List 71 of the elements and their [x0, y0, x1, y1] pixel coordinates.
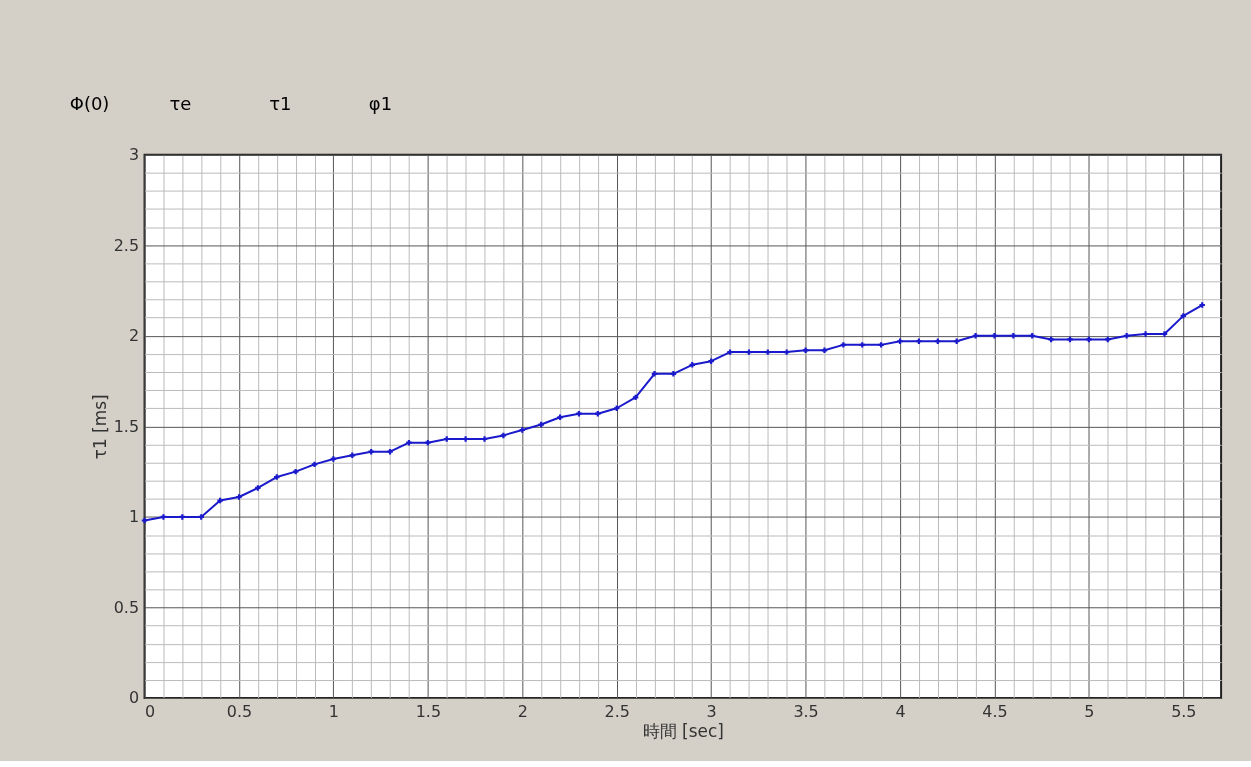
point	[765, 349, 771, 355]
point	[217, 497, 223, 504]
point	[727, 349, 733, 355]
text: φ1	[368, 92, 393, 114]
point	[595, 410, 601, 417]
point	[179, 514, 186, 520]
text: τe	[169, 92, 192, 114]
y-tick-label: 0.5	[113, 597, 140, 617]
point	[802, 347, 809, 354]
y-tick-label: 1	[128, 507, 140, 527]
point	[255, 485, 261, 491]
point	[991, 333, 998, 339]
x-tick-label: 5	[1084, 702, 1095, 722]
point	[708, 358, 714, 364]
point	[859, 342, 865, 348]
point	[576, 410, 582, 417]
point	[878, 342, 884, 348]
y-tick-label: 3	[128, 145, 140, 165]
point	[821, 347, 828, 354]
x-tick-label: 0.5	[226, 702, 253, 722]
x-tick-label: 5.5	[1171, 702, 1197, 722]
point	[1199, 302, 1205, 308]
x-tick-label: 2.5	[604, 702, 630, 722]
point	[1029, 333, 1035, 339]
point	[972, 333, 979, 339]
point	[538, 421, 544, 428]
text: τ1	[269, 92, 292, 114]
point	[840, 342, 847, 348]
point	[1123, 333, 1130, 339]
point	[141, 517, 148, 524]
point	[916, 338, 922, 344]
y-tick-label: 2	[128, 326, 140, 346]
x-tick-label: 1.5	[415, 702, 442, 722]
x-tick-label: 4.5	[982, 702, 1008, 722]
point	[330, 456, 337, 462]
point	[689, 362, 695, 368]
point	[783, 349, 790, 355]
point	[160, 514, 167, 520]
point	[311, 461, 318, 468]
y-axis-title: τ1 [ms]	[89, 394, 110, 460]
x-tick-label: 4	[895, 702, 906, 722]
point	[198, 514, 204, 520]
point	[1086, 336, 1092, 343]
point	[274, 474, 280, 480]
x-tick-label: 2	[517, 702, 528, 722]
point	[897, 338, 903, 344]
y-tick-label: 1.5	[113, 416, 140, 436]
point	[935, 338, 941, 344]
point	[1105, 336, 1111, 343]
point	[387, 448, 393, 455]
x-tick-label: 0	[145, 702, 156, 722]
x-tick-label: 3	[706, 702, 717, 722]
point	[425, 439, 431, 446]
point	[236, 494, 242, 500]
point	[670, 371, 677, 377]
point	[651, 371, 658, 377]
x-axis-title: 時間 [sec]	[642, 721, 724, 742]
point	[1067, 336, 1073, 343]
point	[1010, 333, 1017, 339]
y-tick-label: 2.5	[113, 235, 140, 255]
point	[557, 414, 563, 421]
point	[406, 439, 412, 446]
text: Φ(0)	[69, 92, 110, 114]
x-tick-label: 1	[328, 702, 339, 722]
y-tick-label: 0	[128, 688, 140, 708]
point	[519, 427, 526, 433]
point	[746, 349, 752, 355]
point	[1048, 336, 1054, 343]
point	[368, 448, 374, 455]
x-tick-label: 3.5	[793, 702, 819, 722]
point	[1180, 313, 1187, 319]
